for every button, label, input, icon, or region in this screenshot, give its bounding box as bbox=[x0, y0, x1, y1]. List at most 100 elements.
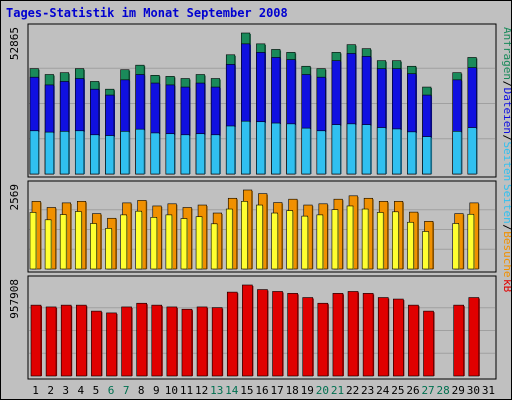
bar-seiten-besuche bbox=[301, 215, 309, 270]
day-label: 23 bbox=[361, 384, 374, 397]
bar-seiten-besuche bbox=[467, 213, 475, 270]
bar-seiten bbox=[180, 134, 190, 175]
day-label: 9 bbox=[153, 384, 160, 397]
side-label-sep: / bbox=[501, 81, 512, 88]
side-label-sep: / bbox=[501, 135, 512, 142]
bar-kb bbox=[423, 310, 434, 377]
bar-seiten bbox=[241, 120, 251, 175]
bar-kb bbox=[30, 304, 42, 377]
bar-seiten-besuche bbox=[29, 212, 37, 270]
bar-seiten bbox=[286, 123, 296, 175]
bar-kb bbox=[60, 304, 72, 377]
bar-seiten-besuche bbox=[44, 219, 52, 270]
bar-kb bbox=[181, 308, 193, 377]
day-label: 21 bbox=[331, 384, 344, 397]
bar-seiten-besuche bbox=[452, 223, 460, 270]
bar-seiten-besuche bbox=[422, 231, 429, 270]
side-label-middle-besuche: Besuche bbox=[501, 231, 512, 277]
day-label: 8 bbox=[138, 384, 145, 397]
side-label-sep: / bbox=[501, 224, 512, 231]
bar-seiten-besuche bbox=[210, 223, 218, 270]
bar-seiten bbox=[422, 136, 432, 175]
day-label: 18 bbox=[286, 384, 299, 397]
bar-seiten bbox=[210, 134, 220, 175]
bar-seiten-besuche bbox=[361, 208, 369, 270]
bar-seiten-besuche bbox=[165, 214, 173, 270]
bar-kb bbox=[453, 304, 465, 377]
bar-seiten bbox=[316, 130, 326, 175]
bar-kb bbox=[377, 297, 389, 377]
bar-seiten-besuche bbox=[392, 211, 399, 270]
day-label: 26 bbox=[406, 384, 419, 397]
day-label: 6 bbox=[108, 384, 115, 397]
bar-seiten bbox=[90, 134, 100, 175]
bar-seiten bbox=[467, 127, 477, 175]
day-label: 4 bbox=[78, 384, 85, 397]
bar-seiten-besuche bbox=[120, 214, 127, 270]
bar-seiten bbox=[165, 133, 175, 175]
bar-seiten bbox=[271, 122, 281, 175]
side-label-top-dateien: Dateien bbox=[501, 88, 512, 134]
side-label-bottom-kb: kB bbox=[501, 279, 512, 293]
bar-seiten bbox=[105, 135, 115, 175]
bar-seiten bbox=[74, 130, 85, 175]
day-label: 20 bbox=[316, 384, 329, 397]
bar-kb bbox=[408, 304, 419, 377]
bar-kb bbox=[257, 289, 268, 377]
bar-kb bbox=[226, 291, 238, 377]
bar-seiten bbox=[44, 131, 54, 175]
day-label: 11 bbox=[180, 384, 193, 397]
bar-seiten bbox=[29, 130, 39, 175]
day-label: 27 bbox=[421, 384, 434, 397]
bar-seiten bbox=[407, 131, 417, 175]
bar-seiten bbox=[392, 128, 402, 175]
bar-seiten-besuche bbox=[346, 205, 354, 270]
bar-seiten-besuche bbox=[331, 209, 339, 270]
bar-seiten bbox=[452, 131, 462, 175]
bar-seiten bbox=[195, 133, 205, 175]
bar-kb bbox=[151, 304, 163, 377]
day-label: 17 bbox=[270, 384, 283, 397]
bar-kb bbox=[211, 307, 223, 377]
bar-kb bbox=[75, 304, 87, 377]
day-label: 15 bbox=[240, 384, 253, 397]
day-label: 2 bbox=[47, 384, 54, 397]
side-label-middle-seiten: Seiten bbox=[501, 184, 512, 224]
day-label: 12 bbox=[195, 384, 208, 397]
bar-seiten-besuche bbox=[105, 228, 112, 270]
bar-seiten bbox=[301, 127, 311, 175]
bar-seiten bbox=[256, 121, 266, 175]
day-label: 22 bbox=[346, 384, 359, 397]
chart-title: Tages-Statistik im Monat September 2008 bbox=[6, 6, 288, 20]
bar-seiten-besuche bbox=[74, 211, 82, 270]
bar-seiten-besuche bbox=[271, 212, 278, 270]
bar-kb bbox=[242, 284, 253, 377]
y-max-label-bottom: 957908 bbox=[8, 279, 21, 319]
day-label: 28 bbox=[437, 384, 450, 397]
day-label: 25 bbox=[391, 384, 404, 397]
day-label: 14 bbox=[225, 384, 239, 397]
bar-kb bbox=[393, 298, 404, 377]
bar-seiten bbox=[150, 132, 160, 175]
bar-seiten-besuche bbox=[241, 201, 248, 270]
bar-seiten bbox=[376, 127, 387, 175]
bar-seiten-besuche bbox=[316, 214, 324, 270]
bar-seiten-besuche bbox=[256, 204, 263, 270]
bar-kb bbox=[287, 293, 298, 377]
bar-kb bbox=[468, 297, 480, 377]
bar-seiten-besuche bbox=[59, 214, 67, 270]
bar-kb bbox=[121, 306, 132, 377]
bar-seiten-besuche bbox=[225, 208, 233, 270]
bar-seiten-besuche bbox=[90, 223, 97, 270]
day-label: 1 bbox=[32, 384, 39, 397]
bar-kb bbox=[166, 306, 178, 377]
y-max-label-top: 52865 bbox=[8, 27, 21, 60]
day-label: 10 bbox=[165, 384, 178, 397]
bar-seiten-besuche bbox=[150, 217, 158, 270]
bar-kb bbox=[45, 306, 57, 377]
day-label: 16 bbox=[255, 384, 268, 397]
day-label: 13 bbox=[210, 384, 223, 397]
bar-seiten-besuche bbox=[376, 212, 384, 270]
